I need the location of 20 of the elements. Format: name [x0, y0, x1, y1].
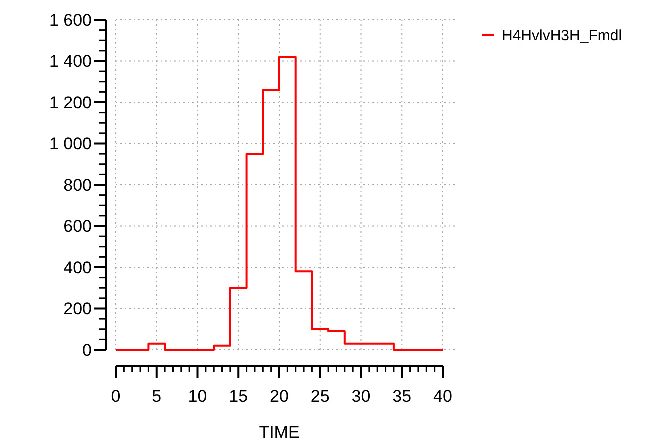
x-tick-label: 20: [270, 387, 289, 406]
y-tick-label: 400: [64, 258, 92, 278]
x-tick-label: 25: [310, 387, 330, 406]
y-tick-label: 1 200: [49, 93, 92, 112]
x-tick-label: 10: [188, 387, 208, 406]
x-tick-label: 15: [229, 387, 248, 406]
y-tick-label: 0: [82, 340, 92, 360]
legend-label: H4HvlvH3H_Fmdl: [502, 27, 622, 44]
y-tick-label: 800: [64, 176, 92, 195]
x-tick-label: 30: [352, 387, 371, 406]
y-tick-label: 1 400: [49, 52, 92, 72]
x-axis-title: TIME: [259, 423, 300, 442]
x-tick-label: 5: [152, 387, 162, 406]
x-tick-label: 40: [434, 387, 452, 406]
y-tick-label: 1 600: [49, 10, 92, 30]
y-tick-label: 1 000: [49, 134, 92, 154]
x-tick-label: 0: [111, 387, 121, 406]
x-tick-label: 35: [392, 387, 412, 406]
y-tick-label: 200: [64, 300, 92, 319]
y-tick-label: 600: [64, 217, 92, 236]
